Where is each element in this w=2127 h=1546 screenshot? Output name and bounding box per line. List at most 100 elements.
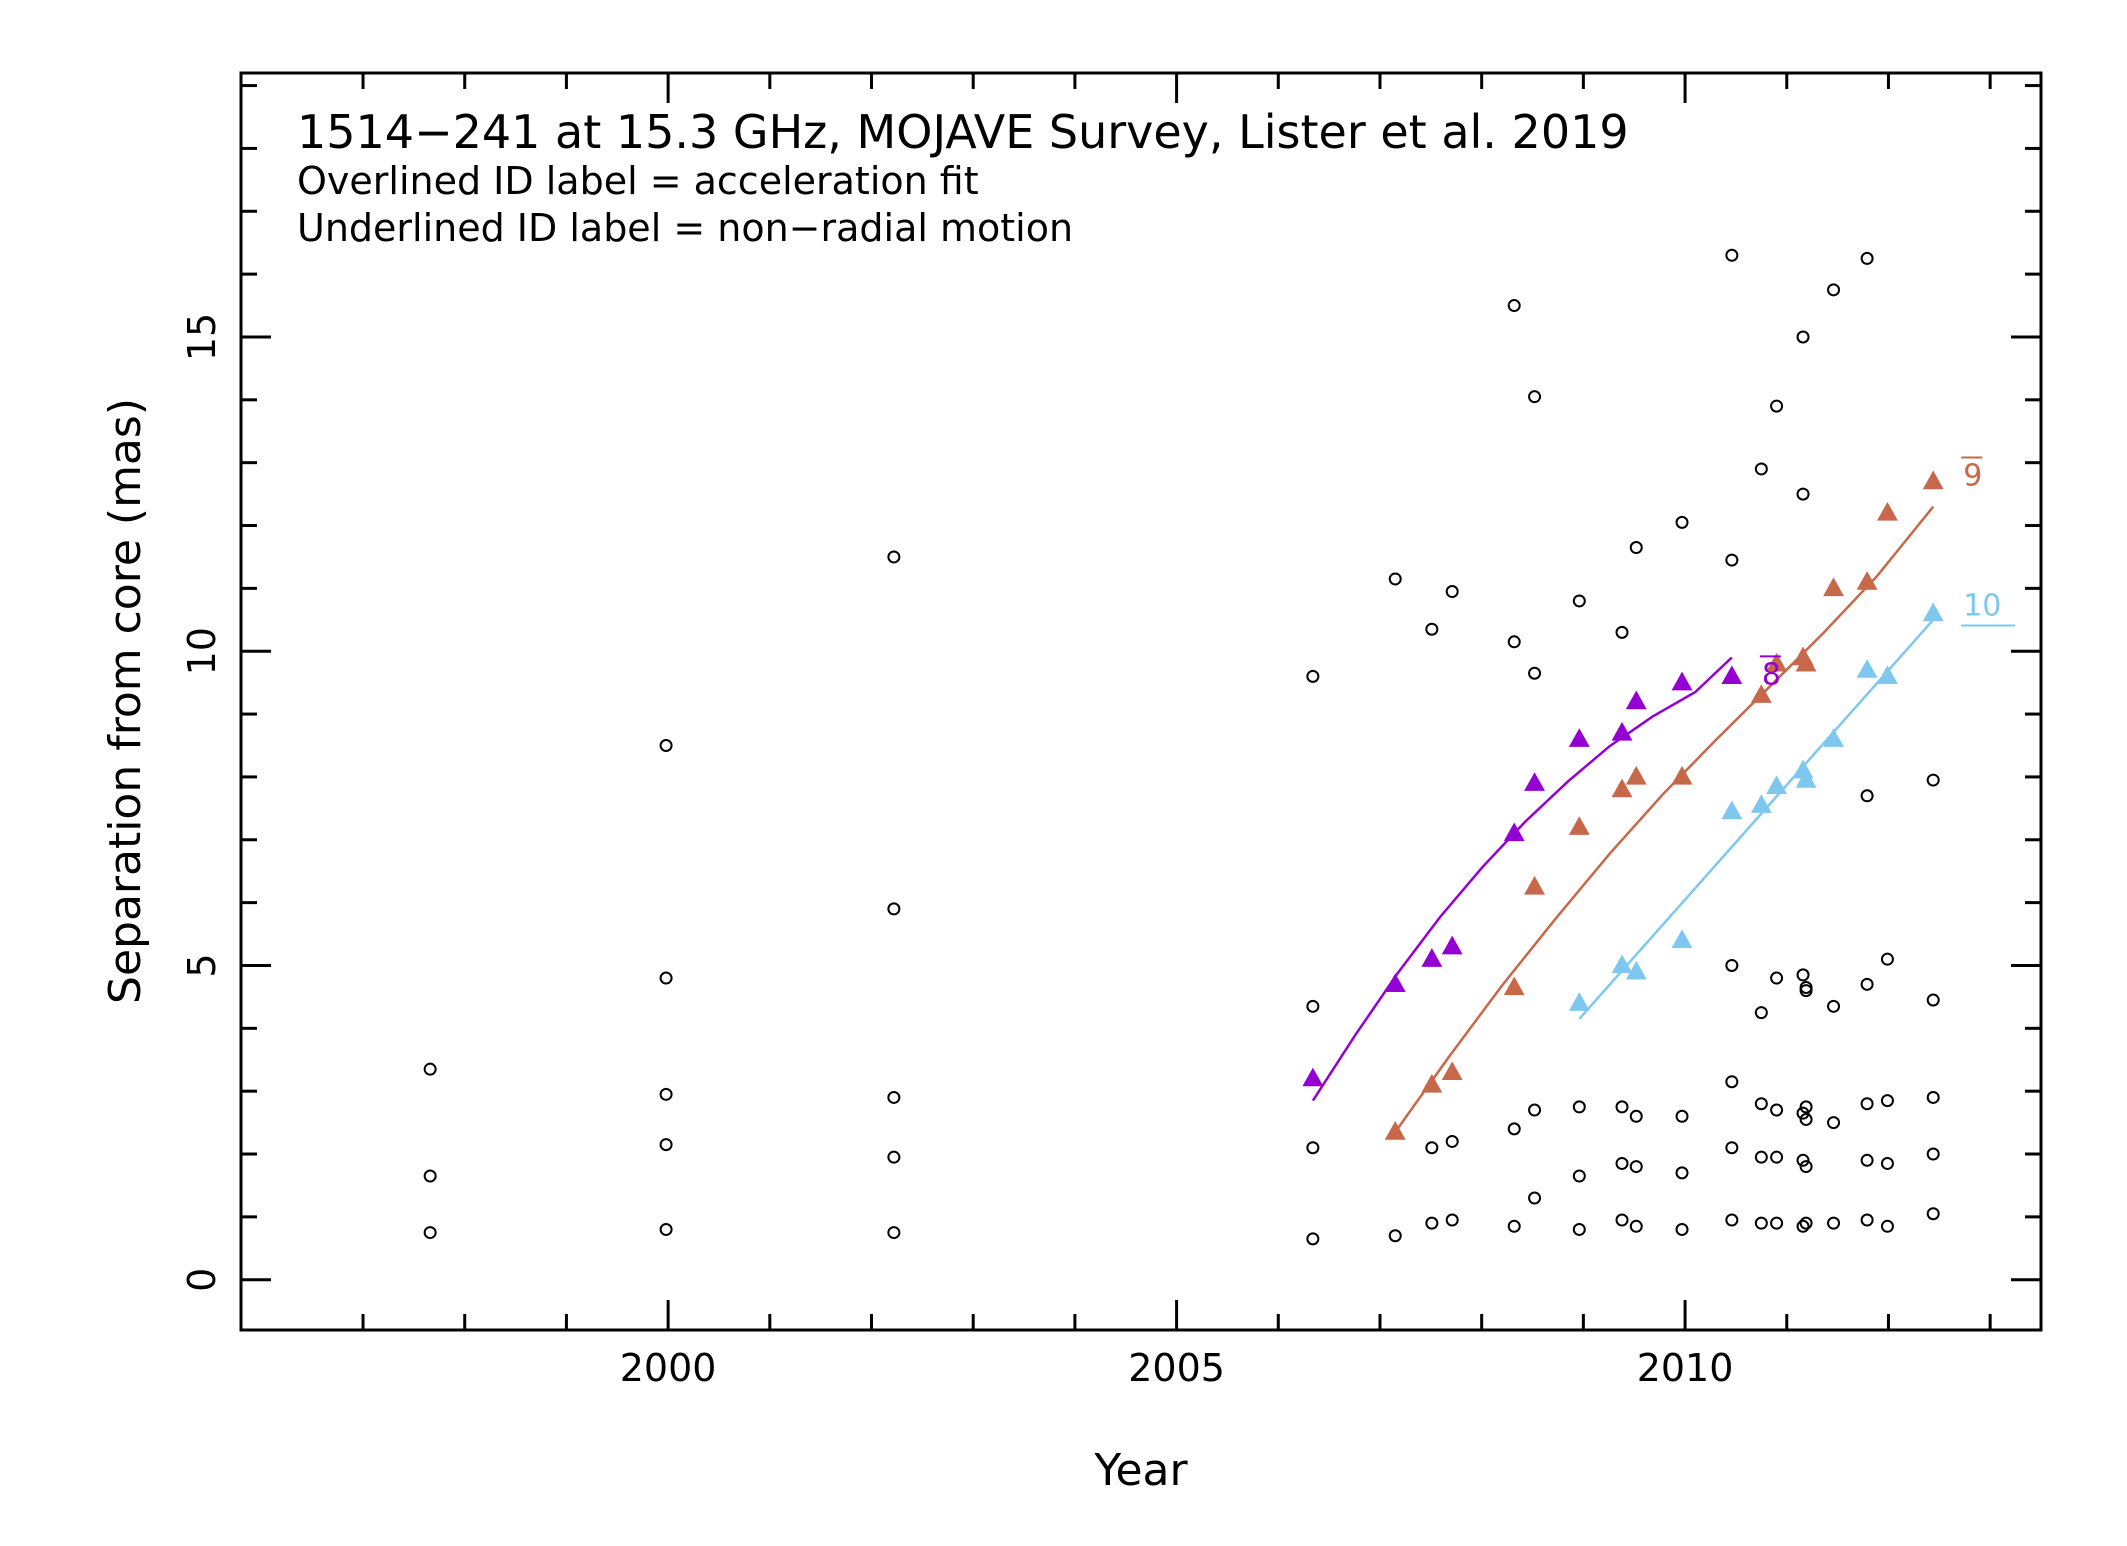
data-point — [1445, 585, 1459, 599]
fit-curves — [1311, 505, 1935, 1133]
data-point — [1754, 1006, 1768, 1020]
data-point-9 — [1384, 1121, 1406, 1140]
data-point — [1507, 299, 1521, 313]
data-point — [1926, 1090, 1940, 1104]
data-point — [1926, 1147, 1940, 1161]
data-point — [1860, 1153, 1874, 1167]
data-point — [1629, 1219, 1643, 1233]
tick-labels: 2000 2005 2010 0 5 10 15 — [180, 313, 1733, 1390]
data-point-10 — [1671, 929, 1693, 949]
data-point — [1425, 1216, 1439, 1230]
data-point — [423, 1169, 437, 1183]
data-point — [1572, 1100, 1586, 1114]
data-point — [1306, 1141, 1320, 1155]
data-point-9 — [1876, 501, 1898, 521]
data-point-10 — [1721, 800, 1743, 820]
data-point-9 — [1671, 765, 1693, 785]
data-point — [1880, 952, 1894, 966]
data-point-10 — [1795, 769, 1817, 788]
data-point-10 — [1750, 794, 1772, 813]
data-point — [1615, 625, 1629, 639]
data-point — [1425, 622, 1439, 636]
id-label-9: 9 — [1963, 459, 1982, 494]
data-point-10 — [1922, 602, 1944, 622]
data-point — [659, 971, 673, 985]
data-point — [1926, 773, 1940, 787]
data-point-9 — [1856, 571, 1878, 590]
data-point — [1615, 1213, 1629, 1227]
plot-frame — [239, 71, 2043, 1332]
y-tick-label: 15 — [180, 313, 224, 361]
data-point — [1725, 1213, 1739, 1227]
fit-line-9 — [1394, 505, 1935, 1133]
data-point-9 — [1441, 1061, 1463, 1081]
data-point-10 — [1823, 728, 1844, 747]
data-point — [1860, 789, 1874, 803]
data-point — [1880, 1094, 1894, 1108]
data-point — [1860, 1097, 1874, 1111]
data-point — [1770, 971, 1784, 985]
data-point — [1796, 968, 1810, 982]
data-point-8 — [1384, 973, 1406, 993]
axis-ticks — [241, 73, 2041, 1330]
id-labels: 8 9 10 — [1759, 456, 2016, 692]
data-point — [1306, 1232, 1320, 1246]
data-point — [1796, 1219, 1810, 1233]
data-point-10 — [1856, 659, 1878, 678]
data-point-9 — [1766, 652, 1788, 672]
data-point-10 — [1766, 775, 1788, 795]
data-point — [887, 550, 901, 564]
data-point-9 — [1421, 1073, 1443, 1093]
fit-line-8 — [1311, 656, 1733, 1102]
data-point — [1770, 1150, 1784, 1164]
data-point — [659, 1087, 673, 1101]
y-axis-label: Separation from core (mas) — [100, 398, 151, 1004]
data-point — [1880, 1156, 1894, 1170]
data-point — [659, 1222, 673, 1236]
data-point — [1388, 572, 1402, 586]
data-point-8 — [1721, 665, 1743, 685]
data-point-9 — [1922, 470, 1944, 490]
data-point — [1796, 1106, 1810, 1120]
data-point — [1799, 1112, 1813, 1126]
data-point-8 — [1625, 690, 1647, 710]
data-point-8 — [1524, 772, 1546, 791]
data-point — [1926, 993, 1940, 1007]
x-tick-label: 2000 — [620, 1346, 717, 1390]
data-point — [1725, 958, 1739, 972]
data-point — [1528, 666, 1542, 680]
data-point — [1796, 1153, 1810, 1167]
data-point-8 — [1441, 935, 1463, 955]
data-point — [1675, 1222, 1689, 1236]
data-point — [1675, 1166, 1689, 1180]
data-point — [887, 1226, 901, 1240]
data-point — [1425, 1141, 1439, 1155]
data-point-9 — [1503, 976, 1525, 996]
data-point — [1507, 635, 1521, 649]
data-point — [1572, 1222, 1586, 1236]
data-point — [1770, 399, 1784, 413]
data-point — [1629, 1160, 1643, 1174]
data-point-10 — [1611, 954, 1633, 974]
data-point — [1445, 1213, 1459, 1227]
data-point — [1725, 248, 1739, 262]
data-point — [1860, 977, 1874, 991]
data-point-9 — [1625, 765, 1647, 785]
data-point — [659, 1138, 673, 1152]
data-point — [659, 738, 673, 752]
data-point — [1528, 390, 1542, 404]
data-point — [1528, 1103, 1542, 1117]
data-point-9 — [1795, 652, 1817, 672]
data-point — [1388, 1229, 1402, 1243]
note-overline: Overlined ID label = acceleration fit — [297, 159, 979, 203]
data-point — [1629, 1109, 1643, 1123]
id-label-8: 8 — [1762, 657, 1781, 692]
data-point — [1507, 1122, 1521, 1136]
data-point — [1675, 1109, 1689, 1123]
data-point-9 — [1524, 875, 1546, 895]
data-point — [1507, 1219, 1521, 1233]
data-point — [1827, 283, 1841, 297]
data-point-10 — [1876, 665, 1898, 685]
data-point — [1572, 1169, 1586, 1183]
data-point — [1827, 999, 1841, 1013]
